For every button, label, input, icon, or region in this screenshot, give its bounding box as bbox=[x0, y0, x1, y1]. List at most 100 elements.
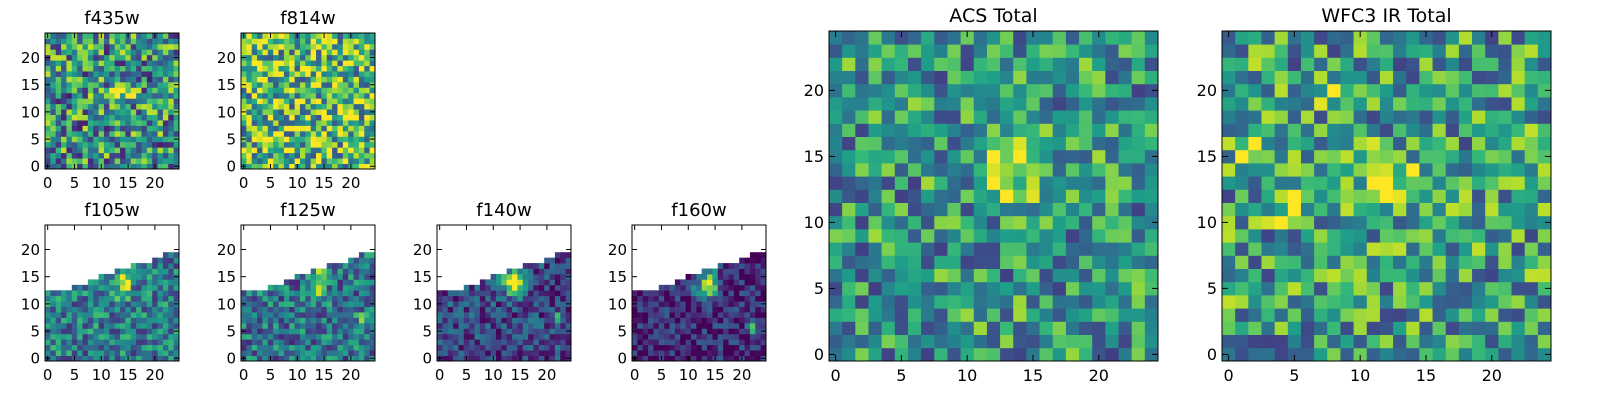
heatmap-cell bbox=[934, 242, 948, 256]
heatmap-cell bbox=[1144, 57, 1159, 71]
heatmap-cell bbox=[1340, 136, 1354, 151]
heatmap-cell bbox=[103, 355, 110, 362]
heatmap-cell bbox=[1026, 281, 1040, 296]
heatmap-cell bbox=[479, 295, 486, 302]
heatmap-cell bbox=[533, 312, 540, 318]
heatmap-cell bbox=[1379, 229, 1394, 243]
heatmap-cell bbox=[162, 333, 169, 340]
heatmap-cell bbox=[632, 344, 638, 351]
heatmap-cell bbox=[986, 255, 1001, 269]
heatmap-cell bbox=[749, 268, 756, 275]
heatmap-cell bbox=[114, 284, 121, 291]
heatmap-cell bbox=[251, 125, 258, 132]
heatmap-cell bbox=[1248, 308, 1262, 322]
heatmap-cell bbox=[273, 87, 279, 94]
heatmap-cell bbox=[723, 268, 729, 275]
heatmap-cell bbox=[257, 76, 263, 83]
heatmap-cell bbox=[130, 54, 137, 61]
heatmap-cell bbox=[98, 312, 105, 318]
heatmap-cell bbox=[458, 322, 465, 329]
heatmap-cell bbox=[109, 279, 116, 286]
heatmap-cell bbox=[305, 71, 312, 77]
heatmap-cell bbox=[278, 60, 285, 67]
heatmap-cell bbox=[669, 290, 676, 297]
heatmap-cell bbox=[162, 125, 169, 132]
heatmap-cell bbox=[506, 317, 513, 324]
heatmap-cell bbox=[1000, 268, 1014, 283]
heatmap-cell bbox=[251, 33, 258, 39]
heatmap-cell bbox=[82, 284, 89, 291]
heatmap-cell bbox=[685, 350, 692, 356]
heatmap-cell bbox=[749, 339, 756, 346]
heatmap-cell bbox=[1235, 242, 1249, 256]
heatmap-cell bbox=[168, 257, 175, 264]
heatmap-cell bbox=[1287, 70, 1302, 85]
heatmap-cell bbox=[696, 295, 703, 302]
heatmap-cell bbox=[517, 301, 524, 307]
heatmap-cell bbox=[1327, 189, 1341, 203]
heatmap-cell bbox=[61, 344, 67, 351]
heatmap-cell bbox=[141, 152, 148, 159]
heatmap-cell bbox=[353, 152, 360, 159]
heatmap-cell bbox=[829, 163, 843, 177]
heatmap-cell bbox=[1026, 229, 1040, 243]
heatmap-cell bbox=[1353, 255, 1368, 269]
heatmap-cell bbox=[1261, 97, 1276, 111]
heatmap-cell bbox=[522, 295, 529, 302]
heatmap-cell bbox=[653, 312, 660, 318]
heatmap-cell bbox=[894, 57, 909, 71]
heatmap-cell bbox=[1079, 149, 1093, 164]
heatmap-cell bbox=[369, 268, 376, 275]
heatmap-cell bbox=[1261, 347, 1276, 362]
heatmap-cell bbox=[442, 317, 449, 324]
heatmap-cell bbox=[842, 31, 856, 45]
heatmap-cell bbox=[283, 43, 290, 50]
heatmap-cell bbox=[152, 295, 158, 302]
heatmap-cell bbox=[125, 158, 132, 164]
heatmap-cell bbox=[141, 158, 148, 164]
heatmap-cell bbox=[565, 279, 572, 286]
heatmap-cell bbox=[136, 54, 142, 61]
heatmap-cell bbox=[755, 301, 762, 307]
heatmap-cell bbox=[437, 290, 443, 297]
heatmap-cell bbox=[146, 273, 153, 280]
heatmap-cell bbox=[1340, 176, 1354, 190]
heatmap-cell bbox=[369, 152, 376, 159]
heatmap-cell bbox=[538, 263, 545, 269]
heatmap-cell bbox=[658, 328, 665, 335]
heatmap-cell bbox=[55, 152, 62, 159]
heatmap-cell bbox=[241, 322, 247, 329]
heatmap-cell bbox=[337, 76, 344, 83]
heatmap-cell bbox=[744, 355, 751, 362]
heatmap-cell bbox=[66, 322, 73, 329]
heatmap-cell bbox=[544, 328, 550, 335]
heatmap-cell bbox=[251, 301, 258, 307]
heatmap-cell bbox=[669, 317, 676, 324]
heatmap-cell bbox=[538, 301, 545, 307]
heatmap-cell bbox=[273, 344, 279, 351]
heatmap-cell bbox=[87, 120, 94, 126]
heatmap-cell bbox=[1353, 44, 1368, 58]
heatmap-cell bbox=[157, 284, 164, 291]
heatmap-cell bbox=[1432, 334, 1447, 349]
heatmap-cell bbox=[855, 189, 869, 203]
heatmap-cell bbox=[267, 147, 274, 154]
heatmap-cell bbox=[305, 350, 312, 356]
heatmap-cell bbox=[61, 147, 67, 154]
heatmap-cell bbox=[273, 350, 279, 356]
heatmap-cell bbox=[364, 33, 371, 39]
heatmap-cell bbox=[1472, 281, 1486, 296]
heatmap-cell bbox=[278, 103, 285, 110]
heatmap-cell bbox=[648, 333, 654, 340]
heatmap-cell bbox=[61, 163, 67, 170]
heatmap-cell bbox=[934, 70, 948, 85]
heatmap-cell bbox=[93, 328, 99, 335]
heatmap-cell bbox=[87, 301, 94, 307]
heatmap-cell bbox=[77, 163, 83, 170]
heatmap-cell bbox=[45, 71, 51, 77]
heatmap-cell bbox=[868, 321, 883, 335]
heatmap-cell bbox=[1105, 176, 1119, 190]
heatmap-cell bbox=[103, 81, 110, 88]
heatmap-cell bbox=[744, 263, 751, 269]
heatmap-cell bbox=[61, 322, 67, 329]
